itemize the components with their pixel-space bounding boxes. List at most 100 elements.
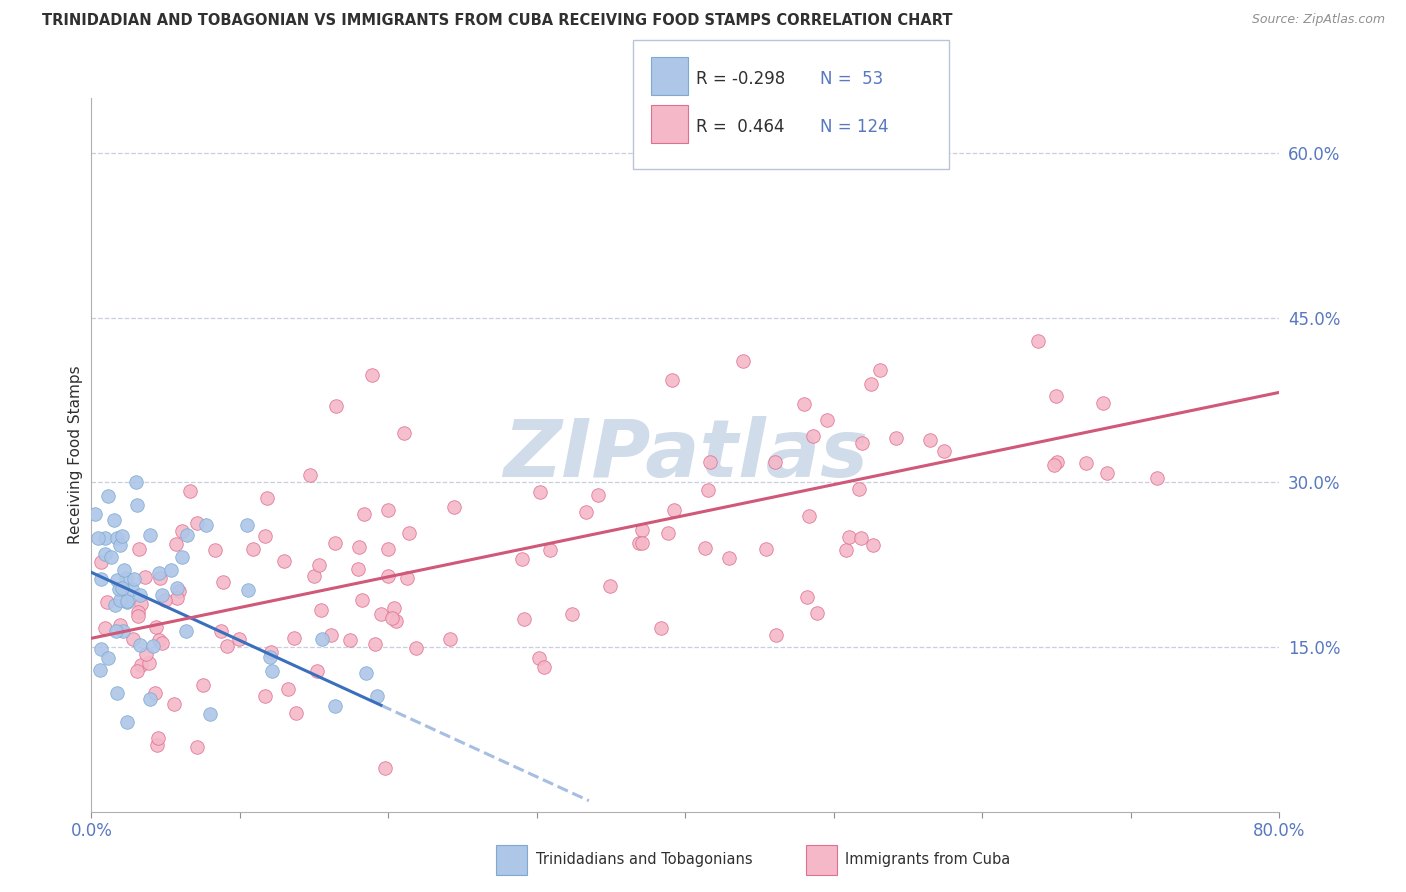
Point [103, 513, 125, 527]
Point [851, 436, 873, 450]
Point [796, 590, 818, 604]
Point [125, 664, 148, 678]
Point [128, 541, 150, 556]
Point [374, 761, 396, 775]
Point [538, 543, 561, 558]
Y-axis label: Receiving Food Stamps: Receiving Food Stamps [67, 366, 83, 544]
Point [339, 633, 361, 648]
Point [122, 572, 145, 586]
Point [628, 536, 651, 550]
Point [838, 530, 860, 544]
Point [370, 607, 392, 621]
Point [127, 609, 149, 624]
Point [115, 571, 138, 585]
Point [398, 525, 420, 540]
Point [561, 607, 583, 622]
Point [145, 620, 167, 634]
Point [128, 605, 150, 619]
Point [356, 666, 378, 681]
Point [90, 642, 112, 657]
Point [510, 551, 533, 566]
Point [512, 612, 534, 626]
Point [195, 517, 218, 532]
Point [631, 535, 654, 549]
Text: N =  53: N = 53 [820, 70, 883, 88]
Point [382, 600, 405, 615]
Point [755, 541, 778, 556]
Point [87, 531, 110, 545]
Point [193, 678, 215, 692]
Point [299, 467, 322, 482]
Point [129, 638, 152, 652]
Point [170, 549, 193, 564]
Point [311, 632, 333, 647]
Point [586, 488, 609, 502]
Point [718, 550, 741, 565]
Point [932, 444, 955, 458]
Point [139, 692, 162, 706]
Point [105, 573, 128, 587]
Point [657, 526, 679, 541]
Point [529, 484, 551, 499]
Point [129, 588, 152, 602]
Point [143, 686, 166, 700]
Point [307, 665, 329, 679]
Point [134, 647, 156, 661]
Point [1095, 466, 1118, 480]
Point [1146, 471, 1168, 485]
Point [108, 538, 131, 552]
Text: R = -0.298: R = -0.298 [696, 70, 785, 88]
Point [405, 640, 427, 655]
Text: N = 124: N = 124 [820, 119, 889, 136]
Point [599, 579, 621, 593]
Point [100, 550, 122, 565]
Text: R =  0.464: R = 0.464 [696, 119, 785, 136]
Point [765, 628, 787, 642]
Point [347, 561, 370, 575]
Point [801, 429, 824, 443]
Point [94, 531, 117, 545]
Point [160, 563, 183, 577]
Point [104, 624, 127, 638]
Point [256, 491, 278, 505]
Point [172, 524, 194, 538]
Point [90, 555, 112, 569]
Point [848, 482, 870, 496]
Point [204, 542, 226, 557]
Point [309, 603, 332, 617]
Point [325, 399, 347, 413]
Point [150, 588, 173, 602]
Point [347, 540, 370, 554]
Point [575, 505, 598, 519]
Point [155, 592, 177, 607]
Point [533, 659, 555, 673]
Point [89, 663, 111, 677]
Point [377, 542, 399, 557]
Point [117, 595, 139, 609]
Point [242, 542, 264, 557]
Point [277, 681, 299, 696]
Point [148, 731, 170, 745]
Point [696, 483, 718, 497]
Point [166, 591, 188, 606]
Point [97, 489, 120, 503]
Point [174, 624, 197, 639]
Point [253, 690, 276, 704]
Point [105, 531, 128, 545]
Point [166, 581, 188, 595]
Point [869, 363, 891, 377]
Point [661, 373, 683, 387]
Point [1045, 389, 1067, 403]
Point [211, 574, 233, 589]
Point [396, 571, 419, 585]
Point [148, 633, 170, 648]
Point [793, 397, 815, 411]
Point [353, 508, 375, 522]
Point [111, 529, 134, 543]
Point [806, 606, 828, 620]
Point [149, 571, 172, 585]
Point [104, 598, 127, 612]
Point [97, 651, 120, 665]
Point [377, 503, 399, 517]
Point [1076, 456, 1098, 470]
